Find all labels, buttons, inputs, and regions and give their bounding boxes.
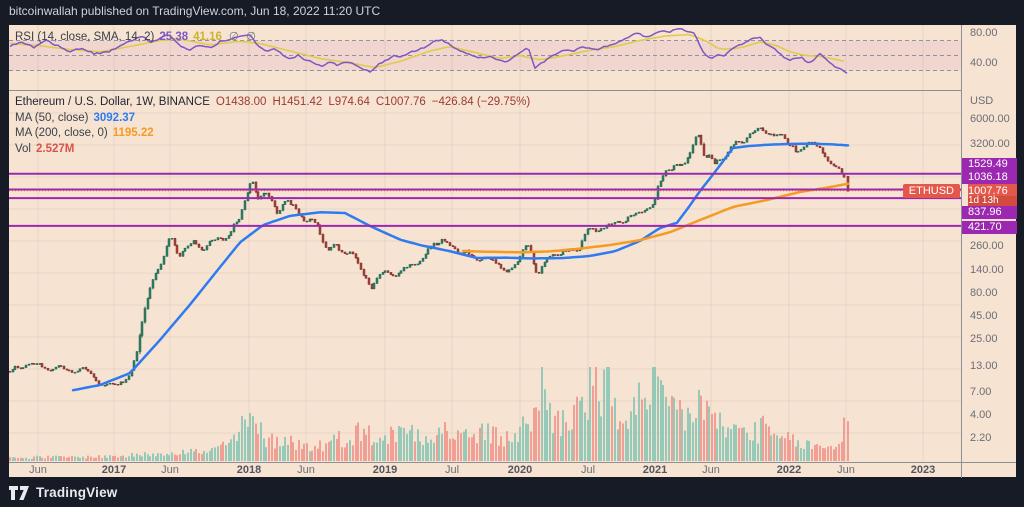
time-axis-label: 2017 [101, 464, 127, 476]
time-axis-label: 2019 [372, 464, 398, 476]
ohlc-open: O1438.00 [215, 96, 267, 108]
ohlc-change: −426.84 (−29.75%) [431, 96, 531, 108]
snapshot-attribution: bitcoinwallah published on TradingView.c… [9, 4, 381, 18]
volume-row: Vol 2.527M [15, 142, 530, 158]
rsi-empty-value-2: ∅ [245, 31, 256, 43]
price-axis-label: 3200.00 [970, 138, 1010, 150]
rsi-empty-value-1: ∅ [228, 31, 239, 43]
ma50-label: MA (50, close) [15, 111, 89, 124]
time-axis[interactable]: Jun 2017 Jun 2018 Jun 2019 Jul 2020 Jul 2021 Jun 20… [9, 462, 1016, 478]
price-axis-label: 260.00 [970, 240, 1004, 252]
ma200-value: 1195.22 [112, 127, 154, 139]
symbol-price-tag: ETHUSD [902, 184, 960, 198]
price-rsi-chart[interactable] [9, 25, 961, 462]
volume-value: 2.527M [36, 142, 75, 155]
time-axis-label: 2018 [236, 464, 262, 476]
time-axis-label: Jul [444, 464, 460, 476]
price-axis-label: 45.00 [970, 310, 998, 322]
ma200-row: MA (200, close, 0) 1195.22 [15, 126, 530, 142]
price-axis-label: 2.20 [970, 432, 992, 444]
symbol-legend[interactable]: Ethereum / U.S. Dollar, 1W, BINANCE O1438… [15, 95, 530, 157]
rsi-sma-value: 41.16 [193, 31, 222, 43]
price-axis-label: 140.00 [970, 264, 1004, 276]
price-axis-label: 6000.00 [970, 113, 1010, 125]
chart-plot-area[interactable]: RSI (14, close, SMA, 14, 2) 25.38 41.16 ∅ ∅ … [9, 25, 961, 462]
price-axis-label: 80.00 [970, 287, 998, 299]
price-axis[interactable]: 1007.76 1d 13h 80.00 40.00 USD 6000.00 3200.… [961, 25, 1017, 462]
level-price-badge: 1036.18 [962, 170, 1017, 184]
price-axis-label: 13.00 [970, 360, 998, 372]
rsi-value: 25.38 [159, 31, 189, 43]
time-axis-label: 2021 [642, 464, 668, 476]
price-axis-label: 4.00 [970, 409, 992, 421]
tradingview-logo-icon[interactable] [9, 485, 29, 500]
time-axis-label: 2022 [776, 464, 802, 476]
ohlc-low: L974.64 [328, 96, 370, 108]
time-axis-label: 2023 [910, 464, 936, 476]
price-axis-label: 25.00 [970, 333, 998, 345]
time-axis-label: Jun [297, 464, 315, 476]
footer-bar: TradingView [0, 478, 1024, 507]
rsi-legend-label: RSI (14, close, SMA, 14, 2) [15, 31, 155, 43]
time-axis-label: Jul [580, 464, 596, 476]
level-price-badge: 837.96 [962, 205, 1017, 219]
ma200-label: MA (200, close, 0) [15, 127, 108, 139]
rsi-axis-label: 40.00 [970, 57, 998, 69]
time-axis-label: Jun [29, 464, 47, 476]
time-axis-label: Jun [161, 464, 179, 476]
last-price-badge: 1007.76 1d 13h [962, 184, 1017, 207]
ohlc-high: H1451.42 [272, 96, 323, 108]
level-price-badge: 1529.49 [962, 157, 1017, 171]
symbol-ohlc-row: Ethereum / U.S. Dollar, 1W, BINANCE O1438… [15, 95, 530, 111]
time-axis-label: Jun [837, 464, 855, 476]
bar-countdown: 1d 13h [968, 196, 1017, 207]
time-axis-label: 2020 [507, 464, 533, 476]
time-axis-label: Jun [702, 464, 720, 476]
volume-label: Vol [15, 142, 31, 155]
ma50-value: 3092.37 [93, 111, 136, 124]
ohlc-close: C1007.76 [375, 96, 426, 108]
price-axis-label: 7.00 [970, 386, 992, 398]
last-price-value: 1007.76 [968, 184, 1017, 197]
rsi-axis-label: 80.00 [970, 27, 998, 39]
ma50-row: MA (50, close) 3092.37 [15, 111, 530, 127]
rsi-legend[interactable]: RSI (14, close, SMA, 14, 2) 25.38 41.16 ∅ ∅ [15, 29, 256, 43]
axis-corner-separator [961, 463, 962, 478]
level-price-badge: 421.70 [962, 220, 1017, 234]
tradingview-brand-text[interactable]: TradingView [36, 485, 118, 500]
price-axis-label: USD [970, 95, 994, 107]
symbol-title: Ethereum / U.S. Dollar, 1W, BINANCE [15, 96, 210, 108]
